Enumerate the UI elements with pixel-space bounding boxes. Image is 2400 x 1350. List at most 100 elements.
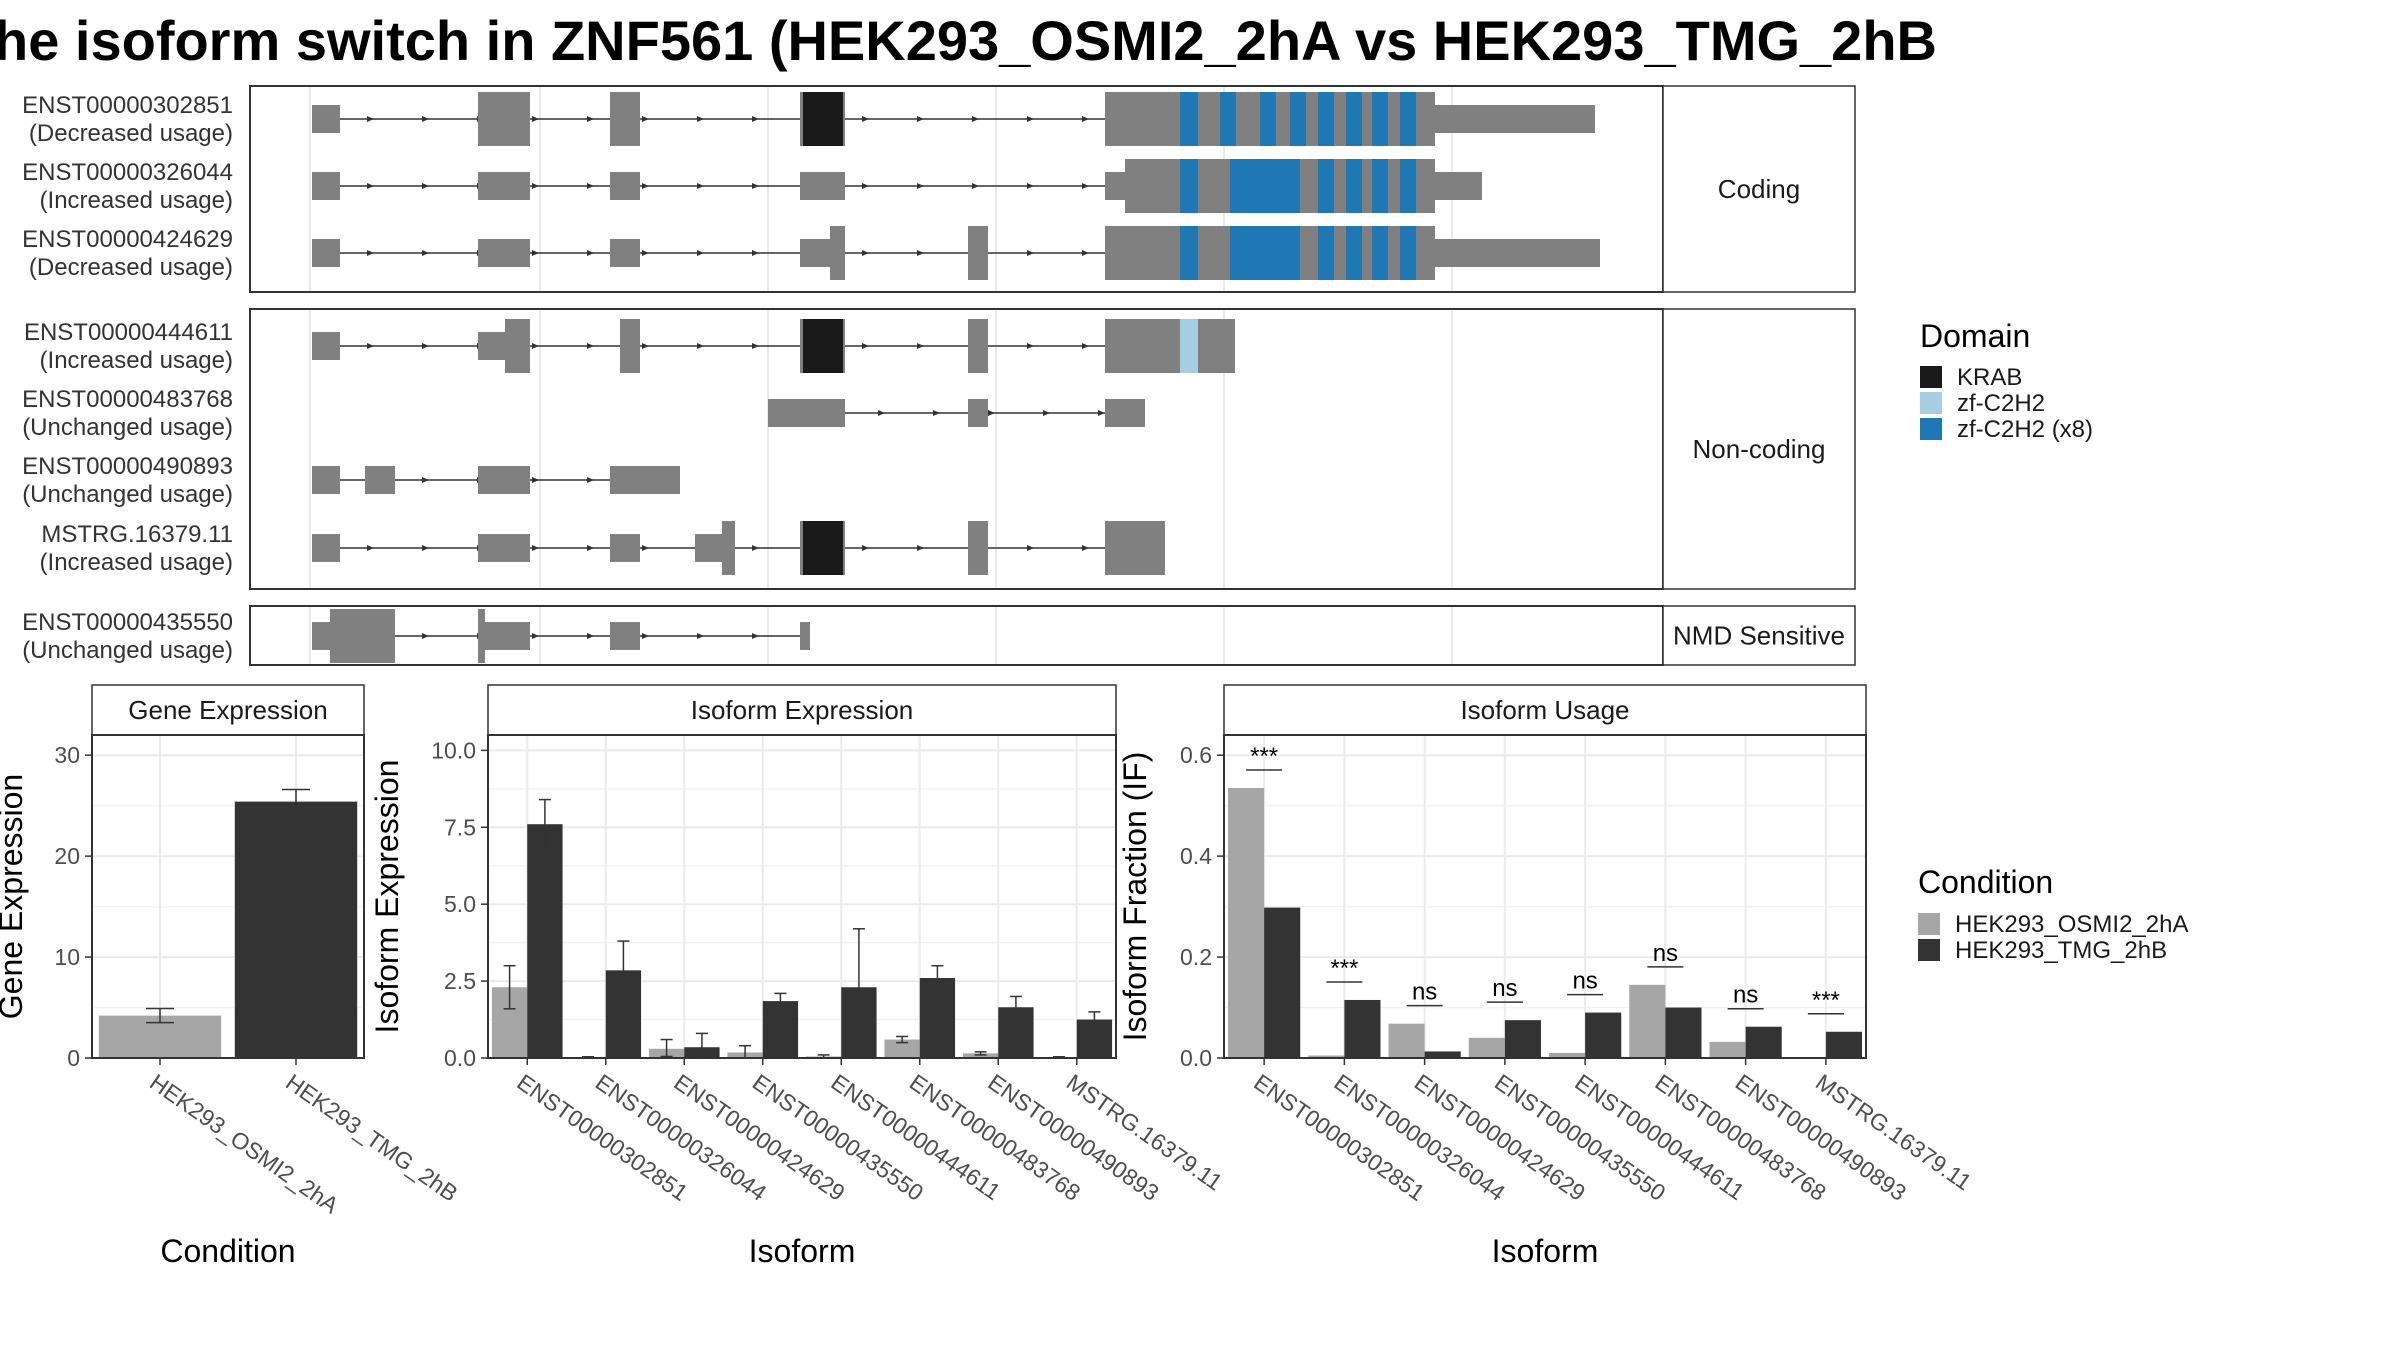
exon-box (1105, 399, 1145, 427)
y-tick-label: 0.0 (444, 1045, 476, 1071)
group-strip-label: NMD Sensitive (1673, 621, 1845, 651)
domain-box (1346, 226, 1362, 280)
legend-label: zf-C2H2 (1957, 390, 2045, 417)
exon-box (365, 466, 395, 494)
legend-label: zf-C2H2 (x8) (1957, 416, 2093, 443)
exon-box (610, 172, 640, 200)
transcript-usage-label: (Increased usage) (40, 347, 233, 374)
strand-arrow (422, 343, 429, 349)
y-axis-title: Isoform Expression (369, 760, 405, 1034)
legend-title: Condition (1918, 864, 2053, 900)
strand-arrow (752, 545, 759, 551)
exon-box (620, 319, 640, 373)
bar (1424, 1051, 1461, 1058)
strand-arrow (1082, 545, 1089, 551)
strand-arrow (752, 116, 759, 122)
exon-box (478, 534, 530, 562)
exon-box (1105, 521, 1165, 575)
strand-arrow (752, 633, 759, 639)
legend-label: HEK293_OSMI2_2hA (1955, 911, 2188, 938)
exon-box (505, 319, 530, 373)
y-tick-label: 10 (54, 944, 80, 970)
strand-arrow (587, 343, 594, 349)
strand-arrow (1082, 343, 1089, 349)
strand-arrow (532, 183, 539, 189)
bar (1264, 907, 1301, 1058)
transcript-usage-label: (Decreased usage) (29, 254, 233, 281)
group-strip (1662, 605, 1856, 666)
domain-box (1180, 319, 1198, 373)
exon-box (610, 466, 680, 494)
y-tick-label: 2.5 (444, 968, 476, 994)
chart-strip (1223, 684, 1867, 736)
bar (1825, 1031, 1862, 1058)
strand-arrow (532, 343, 539, 349)
y-axis-title: Isoform Fraction (IF) (1117, 752, 1153, 1042)
group-strip (1662, 85, 1856, 293)
strand-arrow (642, 116, 649, 122)
transcript-usage-label: (Unchanged usage) (22, 637, 233, 664)
y-axis-title: Gene Expression (0, 774, 29, 1019)
chart-strip (487, 684, 1117, 736)
strand-arrow (917, 343, 924, 349)
domain-box (1180, 226, 1198, 280)
strand-arrow (972, 183, 979, 189)
exon-box (1105, 319, 1180, 373)
exon-box (478, 466, 530, 494)
strand-arrow (587, 545, 594, 551)
strand-arrow (917, 250, 924, 256)
strand-arrow (587, 183, 594, 189)
transcript-usage-label: (Unchanged usage) (22, 414, 233, 441)
y-tick-label: 10.0 (431, 737, 476, 763)
exon-box (312, 466, 340, 494)
y-tick-label: 7.5 (444, 814, 476, 840)
exon-box (968, 399, 988, 427)
domain-box (1318, 92, 1334, 146)
strand-arrow (587, 477, 594, 483)
domain-box (803, 92, 843, 146)
bar (884, 1039, 920, 1058)
significance-label: *** (1812, 987, 1840, 1014)
significance-label: ns (1733, 982, 1758, 1009)
domain-box (1290, 92, 1306, 146)
transcript-id-label: ENST00000302851 (22, 92, 233, 119)
strand-arrow (972, 116, 979, 122)
strand-arrow (587, 633, 594, 639)
bar (1665, 1007, 1702, 1058)
strand-arrow (367, 116, 374, 122)
significance-label: *** (1250, 743, 1278, 770)
bar (1709, 1041, 1746, 1058)
chart-strip-label: Gene Expression (128, 695, 327, 725)
strand-arrow (422, 116, 429, 122)
domain-box (803, 319, 843, 373)
strand-arrow (752, 250, 759, 256)
significance-label: *** (1330, 955, 1358, 982)
bar (1388, 1023, 1425, 1058)
exon-box (800, 622, 810, 650)
bar (1585, 1012, 1622, 1058)
domain-box (1180, 159, 1198, 213)
exon-box (485, 622, 530, 650)
strand-arrow (532, 250, 539, 256)
strand-arrow (752, 183, 759, 189)
exon-box (478, 92, 520, 146)
significance-label: ns (1492, 975, 1517, 1002)
exon-box (1198, 319, 1235, 373)
strand-arrow (1098, 410, 1105, 416)
y-tick-label: 0.2 (1180, 944, 1212, 970)
x-axis-title: Isoform (749, 1233, 856, 1269)
transcript-structure-panel: ENST00000302851(Decreased usage)ENST0000… (22, 85, 1856, 666)
exon-box (1180, 92, 1435, 146)
strand-arrow (862, 116, 869, 122)
strand-arrow (862, 250, 869, 256)
exon-box (968, 521, 988, 575)
bar (919, 978, 956, 1058)
strand-arrow (367, 343, 374, 349)
strand-arrow (917, 183, 924, 189)
domain-box (1400, 92, 1416, 146)
exon-box (695, 534, 722, 562)
legend-swatch (1920, 392, 1942, 414)
exon-box (610, 534, 640, 562)
strand-arrow (1027, 343, 1034, 349)
